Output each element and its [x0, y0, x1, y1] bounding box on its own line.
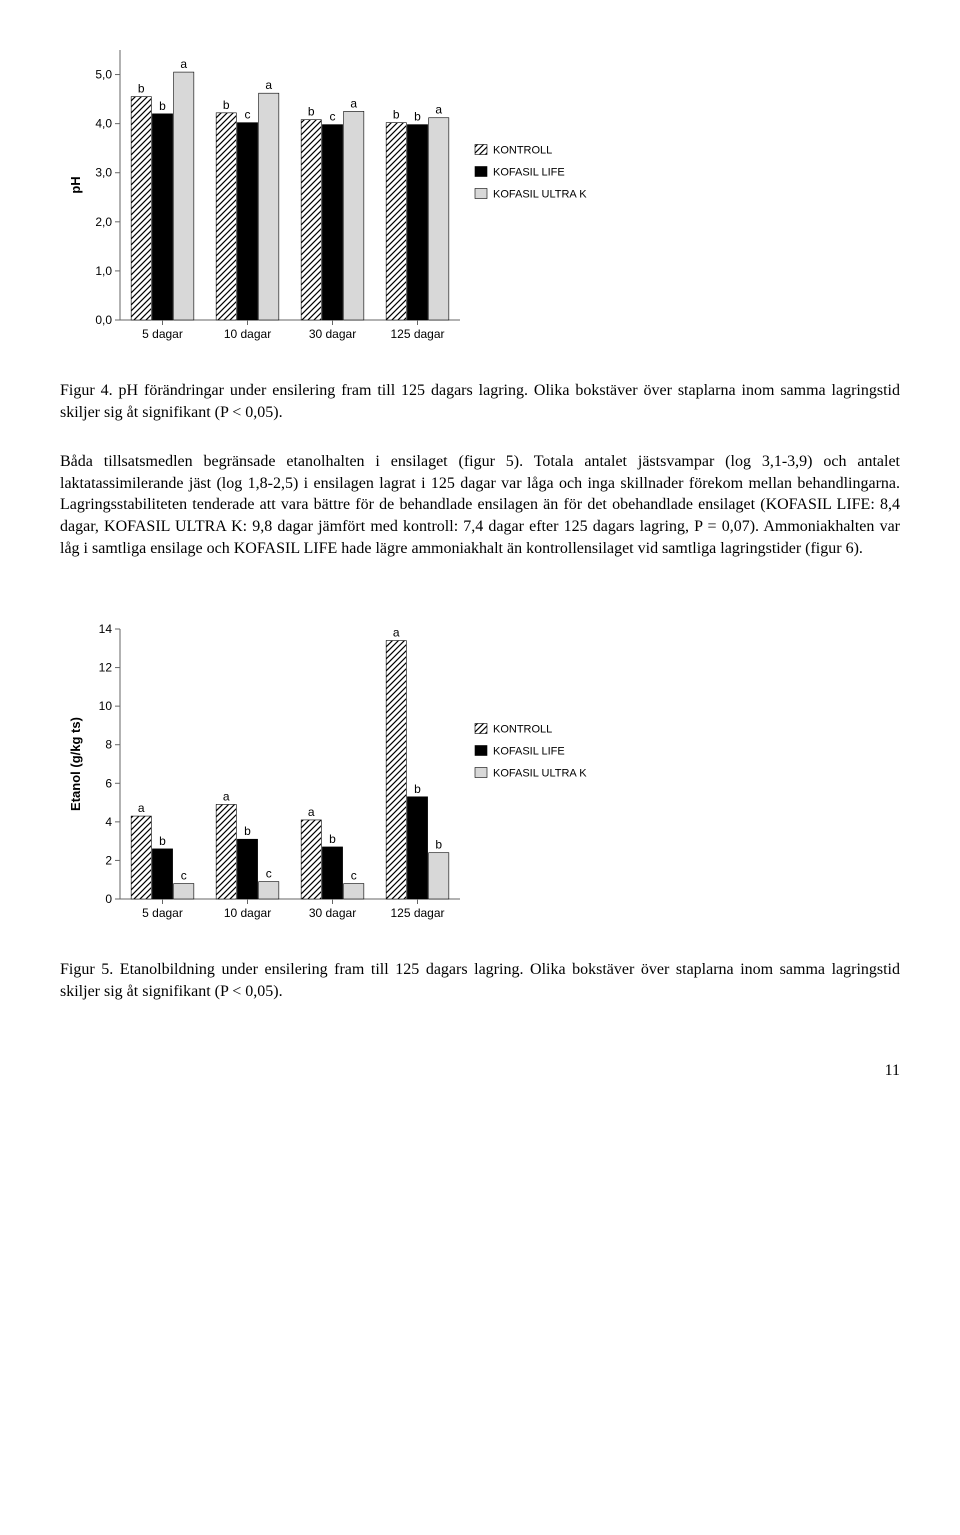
- svg-text:12: 12: [99, 661, 113, 675]
- svg-text:5,0: 5,0: [95, 68, 112, 82]
- svg-text:KONTROLL: KONTROLL: [493, 145, 552, 157]
- svg-text:b: b: [138, 82, 145, 96]
- svg-text:30 dagar: 30 dagar: [309, 327, 356, 341]
- svg-text:30 dagar: 30 dagar: [309, 906, 356, 920]
- svg-text:0: 0: [105, 892, 112, 906]
- svg-text:b: b: [244, 824, 251, 838]
- page-number: 11: [60, 1062, 900, 1080]
- svg-text:KOFASIL ULTRA K: KOFASIL ULTRA K: [493, 189, 587, 201]
- svg-text:a: a: [180, 57, 187, 71]
- svg-text:c: c: [266, 867, 272, 881]
- svg-text:b: b: [308, 105, 315, 119]
- svg-text:4: 4: [105, 815, 112, 829]
- body-paragraph: Båda tillsatsmedlen begränsade etanolhal…: [60, 451, 900, 559]
- svg-text:a: a: [308, 805, 315, 819]
- svg-text:b: b: [435, 838, 442, 852]
- ph-chart-svg: 0,01,02,03,04,05,0pHbba5 dagarbca10 daga…: [60, 40, 620, 360]
- figure4-caption: Figur 4. pH förändringar under ensilerin…: [60, 380, 900, 423]
- ph-chart: 0,01,02,03,04,05,0pHbba5 dagarbca10 daga…: [60, 40, 900, 360]
- svg-text:c: c: [330, 110, 336, 124]
- svg-text:c: c: [181, 869, 187, 883]
- svg-text:10 dagar: 10 dagar: [224, 906, 271, 920]
- svg-text:14: 14: [99, 622, 113, 636]
- svg-text:b: b: [393, 108, 400, 122]
- svg-text:4,0: 4,0: [95, 117, 112, 131]
- svg-text:125 dagar: 125 dagar: [390, 906, 444, 920]
- svg-text:b: b: [159, 99, 166, 113]
- svg-text:6: 6: [105, 776, 112, 790]
- svg-text:8: 8: [105, 738, 112, 752]
- svg-text:KOFASIL LIFE: KOFASIL LIFE: [493, 746, 565, 758]
- svg-text:1,0: 1,0: [95, 264, 112, 278]
- svg-text:c: c: [351, 869, 357, 883]
- svg-text:a: a: [393, 626, 400, 640]
- svg-text:a: a: [265, 78, 272, 92]
- svg-text:c: c: [245, 108, 251, 122]
- svg-text:a: a: [223, 790, 230, 804]
- svg-text:b: b: [414, 110, 421, 124]
- svg-text:a: a: [350, 96, 357, 110]
- svg-text:10: 10: [99, 699, 113, 713]
- svg-text:5 dagar: 5 dagar: [142, 327, 183, 341]
- svg-text:KOFASIL ULTRA K: KOFASIL ULTRA K: [493, 768, 587, 780]
- svg-text:125 dagar: 125 dagar: [390, 327, 444, 341]
- svg-text:2: 2: [105, 854, 112, 868]
- svg-text:0,0: 0,0: [95, 313, 112, 327]
- svg-text:2,0: 2,0: [95, 215, 112, 229]
- svg-text:pH: pH: [68, 176, 83, 193]
- svg-text:Etanol (g/kg ts): Etanol (g/kg ts): [68, 717, 83, 811]
- svg-text:b: b: [329, 832, 336, 846]
- svg-text:a: a: [435, 103, 442, 117]
- svg-text:b: b: [414, 782, 421, 796]
- svg-text:5 dagar: 5 dagar: [142, 906, 183, 920]
- etanol-chart: 02468101214Etanol (g/kg ts)abc5 dagarabc…: [60, 619, 900, 939]
- svg-text:b: b: [223, 98, 230, 112]
- svg-text:KONTROLL: KONTROLL: [493, 724, 552, 736]
- figure5-caption: Figur 5. Etanolbildning under ensilering…: [60, 959, 900, 1002]
- svg-text:3,0: 3,0: [95, 166, 112, 180]
- svg-text:10 dagar: 10 dagar: [224, 327, 271, 341]
- svg-text:KOFASIL LIFE: KOFASIL LIFE: [493, 167, 565, 179]
- svg-text:b: b: [159, 834, 166, 848]
- etanol-chart-svg: 02468101214Etanol (g/kg ts)abc5 dagarabc…: [60, 619, 620, 939]
- svg-text:a: a: [138, 801, 145, 815]
